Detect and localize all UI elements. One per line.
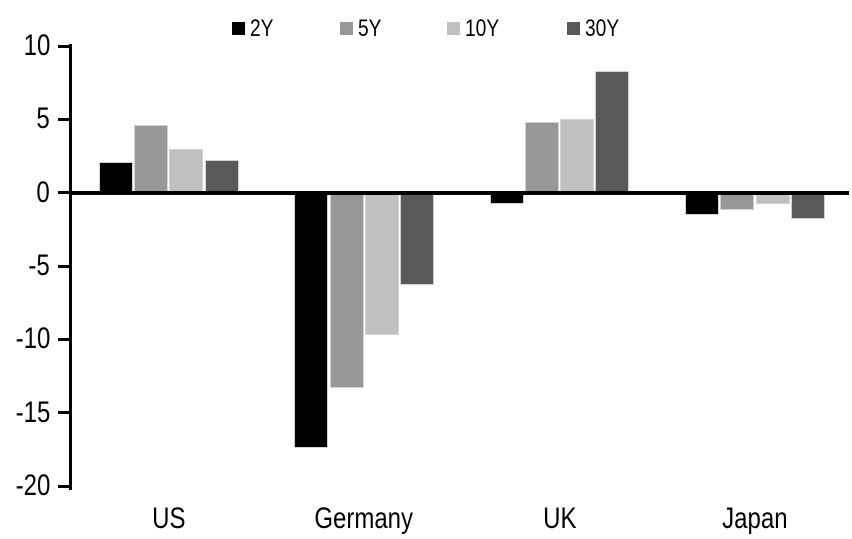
text: 5 xyxy=(36,102,50,136)
y-axis-tick xyxy=(58,117,72,121)
text: 0 xyxy=(36,175,50,209)
bar-2Y-Japan xyxy=(684,192,719,215)
text: Japan xyxy=(722,502,788,535)
y-axis-tick-label: 0 xyxy=(0,176,50,210)
text: -5 xyxy=(28,249,50,283)
legend-item-2Y: 2Y xyxy=(231,15,279,42)
y-axis-tick-label: -15 xyxy=(0,396,50,430)
legend-item-30Y: 30Y xyxy=(566,15,628,42)
y-axis-tick xyxy=(58,411,72,415)
text: 10 xyxy=(23,29,50,63)
bar-30Y-UK xyxy=(595,70,630,193)
bar-30Y-US xyxy=(204,160,239,193)
bar-10Y-UK xyxy=(560,119,595,193)
text: UK xyxy=(542,502,577,535)
legend-swatch-30Y xyxy=(566,22,580,35)
legend-label: 2Y xyxy=(250,15,279,42)
text: 30Y xyxy=(584,15,619,42)
legend-swatch-5Y xyxy=(340,22,353,35)
x-axis-label-UK: UK xyxy=(480,503,640,535)
legend-item-5Y: 5Y xyxy=(340,15,387,42)
text: 2Y xyxy=(249,15,274,42)
legend-label: 10Y xyxy=(465,15,508,42)
y-axis-tick-label: -5 xyxy=(0,249,50,283)
y-axis-tick xyxy=(58,484,72,488)
legend-item-10Y: 10Y xyxy=(446,15,508,42)
zero-baseline xyxy=(69,191,849,195)
x-axis-label-US: US xyxy=(89,503,249,535)
bar-10Y-Germany xyxy=(364,192,399,335)
bar-30Y-Germany xyxy=(400,192,435,286)
bar-5Y-Japan xyxy=(720,192,755,211)
bar-30Y-Japan xyxy=(790,192,825,220)
legend-swatch-10Y xyxy=(446,22,460,35)
bar-2Y-Germany xyxy=(294,192,329,448)
y-axis-tick xyxy=(58,44,72,48)
bar-2Y-US xyxy=(98,161,133,193)
legend-label: 5Y xyxy=(358,15,387,42)
bar-10Y-US xyxy=(169,148,204,193)
x-axis-label-Japan: Japan xyxy=(675,503,835,535)
y-axis-tick-label: 10 xyxy=(0,29,50,63)
text: 10Y xyxy=(464,15,499,42)
text: US xyxy=(152,502,186,535)
legend-label: 30Y xyxy=(585,15,628,42)
x-axis-label-Germany: Germany xyxy=(284,503,444,535)
y-axis-tick-label: 5 xyxy=(0,102,50,136)
text: Germany xyxy=(314,502,414,535)
text: -20 xyxy=(15,469,50,503)
y-axis-tick xyxy=(58,337,72,341)
bar-5Y-US xyxy=(134,125,169,193)
legend-swatch-2Y xyxy=(231,22,245,35)
text: -10 xyxy=(15,322,50,356)
bar-5Y-UK xyxy=(524,122,559,193)
bar-5Y-Germany xyxy=(329,192,364,388)
text: 5Y xyxy=(358,15,382,42)
y-axis-tick xyxy=(58,264,72,268)
y-axis-tick-label: -20 xyxy=(0,469,50,503)
text: -15 xyxy=(15,395,50,429)
y-axis-tick xyxy=(58,191,72,195)
y-axis-tick-label: -10 xyxy=(0,322,50,356)
